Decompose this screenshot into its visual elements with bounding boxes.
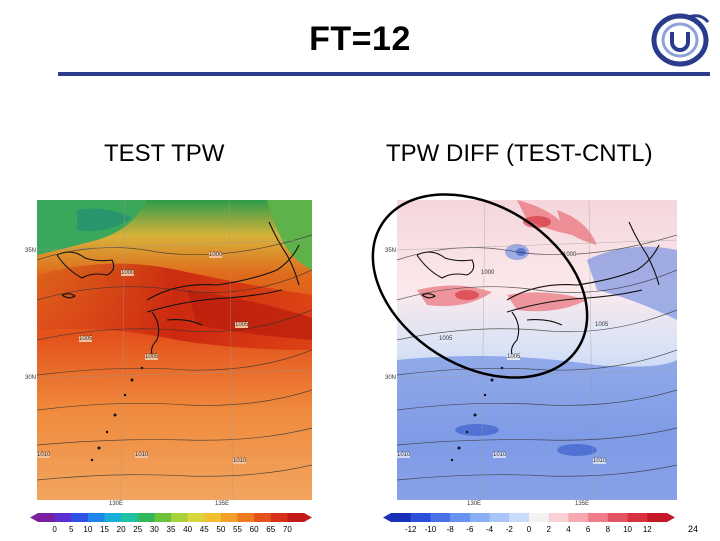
isobar-label: 1010 <box>37 452 51 458</box>
tpw-colorbar-tick-label: 20 <box>117 525 126 534</box>
lon-label: 135E <box>575 501 590 507</box>
isobar-label: 1005 <box>595 322 609 328</box>
tpw-map: 1000 1000 1005 1005 1005 1010 1010 1010 … <box>25 200 312 507</box>
tpw-diff-colorbar-tick-label: 12 <box>643 525 652 534</box>
slide-title: FT=12 <box>309 20 411 58</box>
isobar-label: 1010 <box>593 458 607 464</box>
tpw-diff-colorbar-tick-label: 10 <box>623 525 632 534</box>
tpw-colorbar-tick-label: 0 <box>52 525 57 534</box>
isobar-label: 1005 <box>79 336 93 342</box>
tpw-diff-colorbar-tick-label: -8 <box>447 525 455 534</box>
jma-logo-icon <box>651 13 710 67</box>
title-rule <box>58 72 710 76</box>
tpw-diff-colorbar-tick-label: 6 <box>586 525 591 534</box>
isobar-label: 1010 <box>397 452 411 458</box>
tpw-diff-colorbar-tick-label: 4 <box>566 525 571 534</box>
tpw-diff-map: 1000 1000 1005 1005 1005 1010 1010 1010 … <box>385 200 677 507</box>
isobar-label: 1000 <box>209 252 223 258</box>
tpw-colorbar-tick-label: 45 <box>200 525 209 534</box>
tpw-colorbar-tick-label: 65 <box>266 525 275 534</box>
lon-label: 130E <box>109 501 124 507</box>
isobar-label: 1010 <box>233 458 247 464</box>
tpw-diff-colorbar-tick-label: -6 <box>466 525 474 534</box>
tpw-colorbar-tick-label: 15 <box>100 525 109 534</box>
tpw-colorbar-tick-label: 50 <box>216 525 225 534</box>
isobar-label: 1005 <box>439 336 453 342</box>
tpw-colorbar-tick-label: 5 <box>69 525 74 534</box>
tpw-colorbar-tick-label: 30 <box>150 525 159 534</box>
tpw-diff-colorbar-tick-label: -10 <box>425 525 437 534</box>
isobar-label: 1005 <box>507 354 521 360</box>
lat-label: 35N <box>385 248 397 254</box>
isobar-label: 1010 <box>493 452 507 458</box>
lon-label: 130E <box>467 501 482 507</box>
lat-label: 30N <box>385 375 397 381</box>
tpw-diff-colorbar: -12 -10 -8 -6 -4 -2 0 2 4 6 8 10 12 <box>383 510 675 536</box>
isobar-label: 1000 <box>481 270 495 276</box>
tpw-colorbar-tick-label: 70 <box>283 525 292 534</box>
lat-label: 35N <box>25 248 37 254</box>
tpw-colorbar-tick-label: 40 <box>183 525 192 534</box>
lon-label: 135E <box>215 501 230 507</box>
isobar-label: 1000 <box>121 270 135 276</box>
tpw-diff-colorbar-tick-label: -2 <box>506 525 514 534</box>
right-panel-label: TPW DIFF (TEST-CNTL) <box>386 140 653 167</box>
tpw-colorbar: 0 5 10 15 20 25 30 35 40 45 50 55 60 65 70 <box>30 510 312 536</box>
tpw-diff-colorbar-tick-label: 2 <box>546 525 551 534</box>
tpw-diff-colorbar-tick-label: -12 <box>405 525 417 534</box>
isobar-label: 1005 <box>145 354 159 360</box>
tpw-colorbar-tick-label: 35 <box>167 525 176 534</box>
lat-label: 30N <box>25 375 37 381</box>
isobar-label: 1000 <box>563 252 577 258</box>
isobar-label: 1005 <box>235 322 249 328</box>
left-panel-label: TEST TPW <box>104 140 225 167</box>
tpw-colorbar-tick-label: 10 <box>83 525 92 534</box>
tpw-colorbar-tick-label: 55 <box>233 525 242 534</box>
page-number: 24 <box>688 524 699 534</box>
tpw-diff-colorbar-tick-label: -4 <box>486 525 494 534</box>
tpw-diff-colorbar-tick-label: 8 <box>606 525 611 534</box>
tpw-diff-colorbar-tick-label: 0 <box>527 525 532 534</box>
isobar-label: 1010 <box>135 452 149 458</box>
highlight-ellipse <box>371 193 589 379</box>
tpw-colorbar-tick-label: 25 <box>133 525 142 534</box>
tpw-colorbar-tick-label: 60 <box>250 525 259 534</box>
